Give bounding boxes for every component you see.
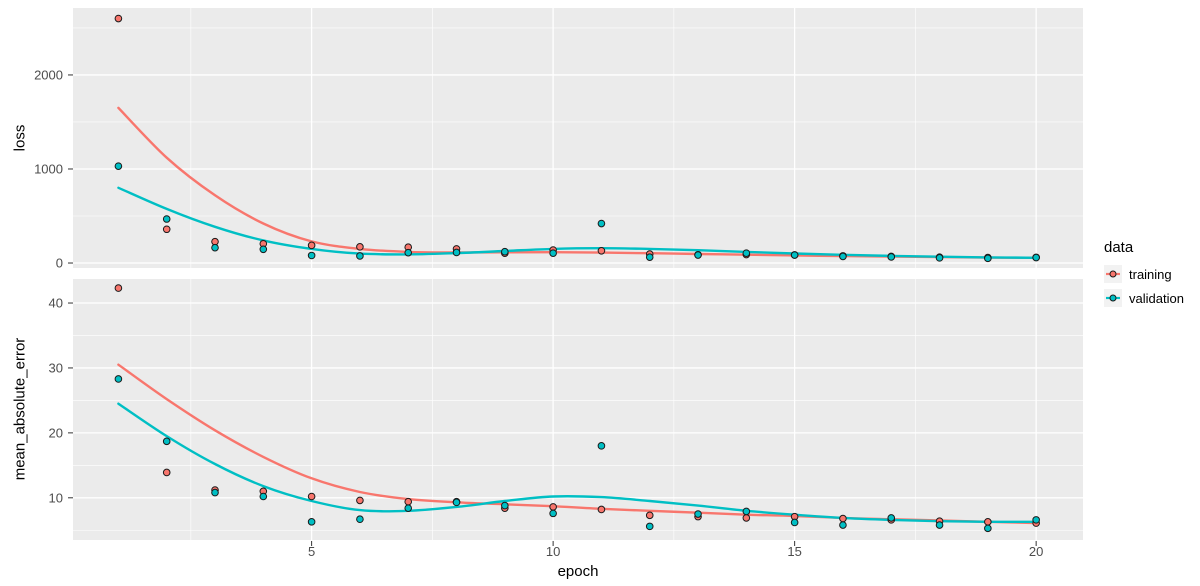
mean_absolute_error-panel: 10 20 30 40 bbox=[49, 279, 1083, 540]
x-tick-label: 10 bbox=[546, 544, 560, 559]
loss-y-tick-label: 0 bbox=[56, 256, 63, 271]
mean_absolute_error-y-axis: 10 20 30 40 bbox=[49, 296, 73, 505]
legend: data training validation bbox=[1104, 239, 1200, 313]
x-tick-label: 5 bbox=[308, 544, 315, 559]
loss-validation-points bbox=[114, 162, 1040, 263]
mean_absolute_error-y-tick-label: 10 bbox=[49, 490, 63, 505]
mean-absolute-error-axis-title: mean_absolute_error bbox=[11, 337, 29, 481]
x-tick-label: 20 bbox=[1029, 544, 1043, 559]
mean_absolute_error-validation-points bbox=[114, 375, 1040, 533]
loss-axis-title: loss bbox=[11, 124, 29, 152]
loss-panel: 0 1000 2000 bbox=[34, 8, 1083, 271]
legend-label-validation: validation bbox=[1129, 290, 1184, 306]
validation-key-icon bbox=[1104, 289, 1122, 307]
x-tick-label: 15 bbox=[787, 544, 801, 559]
mean_absolute_error-training-points bbox=[114, 284, 1040, 527]
legend-item-validation: validation bbox=[1104, 289, 1200, 307]
mean_absolute_error-minor-gridlines bbox=[73, 279, 1083, 540]
loss-major-gridlines bbox=[73, 8, 1083, 268]
legend-label-training: training bbox=[1129, 266, 1172, 282]
mean_absolute_error-major-gridlines bbox=[73, 279, 1083, 540]
loss-minor-gridlines bbox=[73, 8, 1083, 268]
mean_absolute_error-y-tick-label: 20 bbox=[49, 425, 63, 440]
loss-y-axis: 0 1000 2000 bbox=[34, 67, 73, 271]
mean_absolute_error-y-tick-label: 30 bbox=[49, 360, 63, 375]
loss-y-tick-label: 2000 bbox=[34, 67, 63, 82]
mean_absolute_error-y-tick-label: 40 bbox=[49, 296, 63, 311]
training-key-icon bbox=[1104, 265, 1122, 283]
loss-panel-background bbox=[73, 8, 1083, 268]
loss-y-tick-label: 1000 bbox=[34, 161, 63, 176]
epoch-axis-title: epoch bbox=[557, 563, 599, 580]
loss-validation-smooth-line bbox=[117, 186, 1038, 259]
legend-item-training: training bbox=[1104, 265, 1200, 283]
mean_absolute_error-validation-smooth-line bbox=[117, 402, 1038, 524]
legend-title: data bbox=[1104, 239, 1134, 256]
x-axis: 5 10 15 20 bbox=[308, 541, 1043, 559]
mean_absolute_error-panel-background bbox=[73, 279, 1083, 540]
